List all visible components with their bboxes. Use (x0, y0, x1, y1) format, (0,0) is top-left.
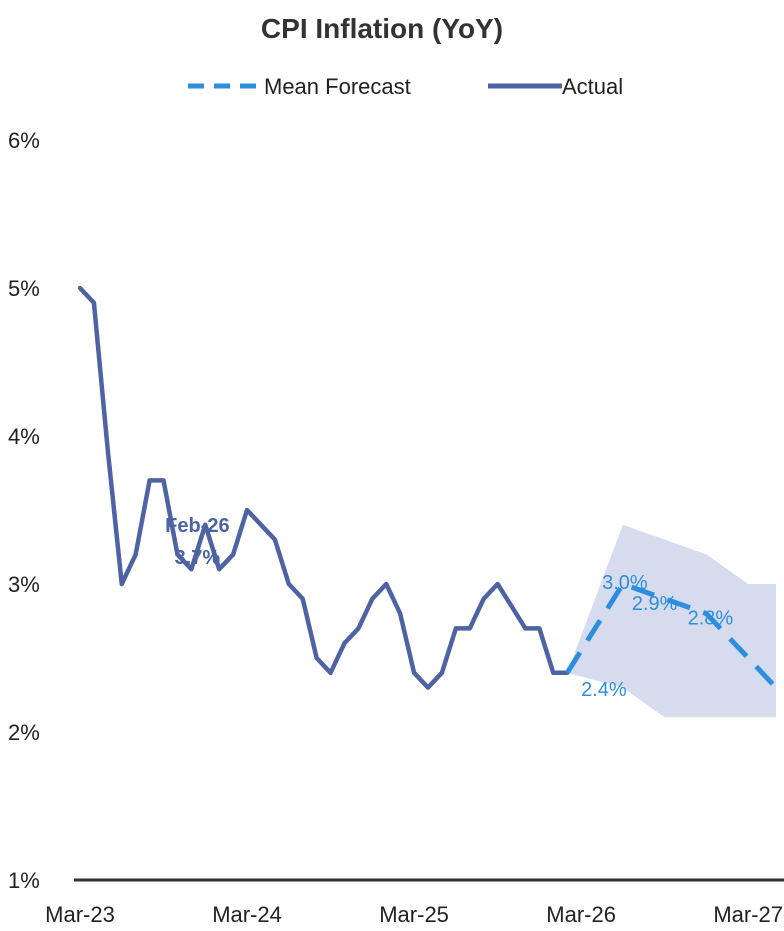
y-tick-label: 5% (8, 276, 40, 301)
y-tick-label: 4% (8, 424, 40, 449)
x-tick-label: Mar-27 (713, 902, 783, 927)
forecast-data-label: 2.8% (688, 608, 734, 630)
actual-series-line (77, 285, 570, 690)
forecast-range-band (567, 524, 776, 718)
y-tick-label: 2% (8, 720, 40, 745)
y-axis-ticks: 1% 2% 3% 4% 5% 6% (8, 128, 40, 893)
forecast-data-label: 2.4% (581, 679, 627, 701)
y-tick-label: 1% (8, 868, 40, 893)
y-tick-label: 6% (8, 128, 40, 153)
x-tick-label: Mar-23 (45, 902, 115, 927)
legend-actual-label: Actual (562, 74, 623, 99)
plot-area: 2.4% 3.0%2.9% 2.8% Feb-26 3.7% (74, 285, 784, 882)
legend: Mean Forecast Actual (188, 74, 623, 99)
chart-title: CPI Inflation (YoY) (261, 13, 503, 44)
x-tick-label: Mar-25 (379, 902, 449, 927)
x-axis-ticks: Mar-23 Mar-24 Mar-25 Mar-26 Mar-27 (45, 902, 783, 927)
forecast-data-label: 2.9% (632, 593, 678, 615)
y-tick-label: 3% (8, 572, 40, 597)
annotation-label: 3.7% (175, 547, 221, 569)
x-tick-label: Mar-26 (546, 902, 616, 927)
legend-mean-forecast-label: Mean Forecast (264, 74, 411, 99)
annotation-label: Feb-26 (165, 515, 229, 537)
forecast-data-label: 3.0% (602, 572, 648, 594)
x-tick-label: Mar-24 (212, 902, 282, 927)
